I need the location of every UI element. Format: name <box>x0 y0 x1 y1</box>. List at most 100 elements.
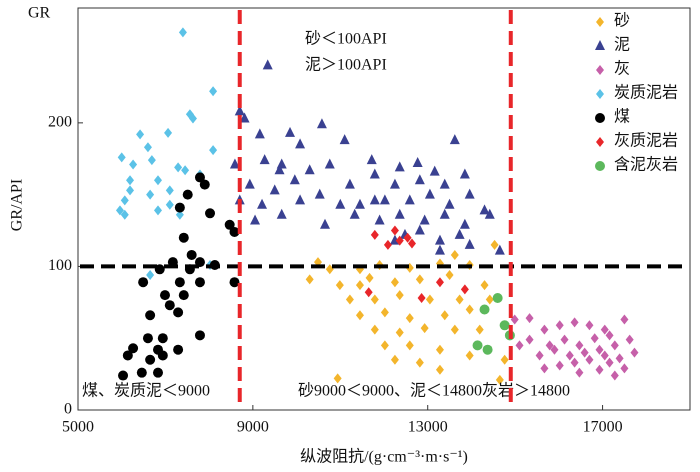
legend-marker <box>595 113 605 123</box>
point <box>482 344 493 355</box>
point <box>181 165 190 176</box>
point <box>188 113 197 124</box>
point <box>366 154 377 165</box>
point <box>414 174 425 185</box>
point <box>379 194 390 205</box>
legend-marker <box>596 17 604 27</box>
legend-label: 泥 <box>614 36 630 54</box>
point <box>194 277 205 288</box>
point <box>479 304 490 315</box>
point <box>380 340 389 351</box>
legend-bg <box>588 59 686 81</box>
point <box>510 314 519 325</box>
point <box>319 218 330 229</box>
point <box>229 277 240 288</box>
point <box>435 344 444 355</box>
point <box>117 152 126 163</box>
point <box>515 340 524 351</box>
point <box>485 294 494 305</box>
point <box>585 320 594 331</box>
point <box>545 340 554 351</box>
annotation: 煤、炭质泥＜9000 <box>82 382 210 400</box>
point <box>175 209 184 220</box>
point <box>390 354 399 365</box>
point <box>395 327 404 338</box>
point <box>585 354 594 365</box>
point <box>305 274 314 285</box>
point <box>159 290 170 301</box>
x-tick-label: 5000 <box>62 419 94 436</box>
point <box>435 277 444 288</box>
point <box>403 232 412 243</box>
point <box>145 310 156 321</box>
point <box>405 340 414 351</box>
point <box>590 333 599 344</box>
point <box>390 277 399 288</box>
point <box>285 126 296 137</box>
legend-marker <box>595 161 605 171</box>
point <box>540 363 549 374</box>
point <box>404 194 415 205</box>
point <box>459 218 470 229</box>
point <box>174 162 183 173</box>
point <box>224 219 235 230</box>
point <box>595 364 604 375</box>
point <box>424 188 435 199</box>
point <box>129 159 138 170</box>
point <box>440 310 449 321</box>
point <box>454 228 465 239</box>
point <box>164 127 173 138</box>
point <box>439 178 450 189</box>
point <box>445 270 454 281</box>
point <box>444 198 455 209</box>
point <box>555 360 564 371</box>
point <box>525 313 534 324</box>
point <box>295 194 306 205</box>
legend-bg <box>588 11 686 33</box>
point <box>136 367 147 378</box>
point <box>229 226 240 237</box>
point <box>575 340 584 351</box>
point <box>625 334 634 345</box>
point <box>335 280 344 291</box>
point <box>209 145 218 156</box>
point <box>143 142 152 153</box>
point <box>269 184 280 195</box>
x-tick-label: 9000 <box>237 419 269 436</box>
point <box>173 307 184 318</box>
point <box>450 249 459 260</box>
point <box>555 320 564 331</box>
point <box>575 367 584 378</box>
point <box>383 239 392 250</box>
point <box>349 208 360 219</box>
point <box>257 198 268 209</box>
point <box>152 367 163 378</box>
point <box>304 164 315 175</box>
point <box>429 165 440 176</box>
point <box>115 205 124 216</box>
point <box>390 225 399 236</box>
point <box>146 189 155 200</box>
point <box>274 164 285 175</box>
point <box>389 178 400 189</box>
point <box>394 161 405 172</box>
point <box>464 188 475 199</box>
point <box>419 214 430 225</box>
legend-label: 砂 <box>614 12 630 30</box>
point <box>118 370 129 381</box>
point <box>120 209 129 220</box>
point <box>325 264 334 275</box>
point <box>610 370 619 381</box>
legend-bg <box>588 35 686 57</box>
point <box>355 280 364 291</box>
point <box>395 290 404 301</box>
point <box>164 300 175 311</box>
point <box>494 244 505 255</box>
legend-marker <box>596 65 604 75</box>
point <box>480 280 489 291</box>
point <box>194 330 205 341</box>
point <box>535 350 544 361</box>
point <box>136 129 145 140</box>
point <box>157 333 168 344</box>
y-tick-label: 100 <box>48 257 72 274</box>
